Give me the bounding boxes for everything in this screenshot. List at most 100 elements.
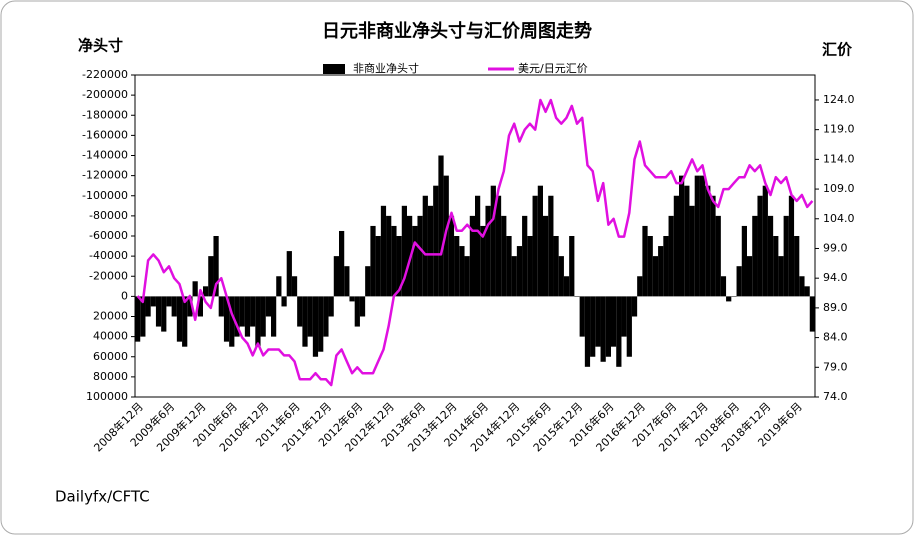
legend-label: 美元/日元汇价 (518, 62, 588, 75)
legend-label: 非商业净头寸 (353, 61, 419, 75)
bar (464, 256, 470, 297)
bar (537, 185, 543, 297)
bar (485, 205, 491, 297)
legend-swatch (323, 64, 345, 74)
bar (380, 205, 387, 297)
bar (558, 256, 564, 297)
bar (250, 296, 256, 327)
bar (333, 256, 339, 297)
y-tick-label: -120000 (82, 169, 128, 182)
bar (318, 296, 324, 352)
bar (239, 296, 245, 327)
y-tick-label: -160000 (82, 128, 128, 141)
y-tick-label: -60000 (89, 229, 128, 242)
bar (422, 195, 428, 297)
bar (762, 185, 768, 297)
bar (218, 296, 224, 317)
bar (611, 296, 617, 347)
bar (631, 296, 638, 317)
y-tick-label: 20000 (93, 310, 128, 323)
bar (506, 236, 512, 297)
source: Dailyfx/CFTC (55, 488, 150, 506)
bar (767, 215, 774, 297)
bar (694, 175, 700, 297)
bar (286, 251, 292, 297)
bar (658, 246, 664, 297)
bar (584, 296, 591, 367)
bar (344, 266, 350, 297)
bar (501, 215, 507, 297)
bar (213, 236, 219, 297)
y2-tick-label: 119.0 (823, 123, 855, 136)
bar (192, 281, 198, 297)
y-axis-label: 净头寸 (78, 37, 123, 55)
y2-tick-label: 89.0 (823, 301, 848, 314)
bar (433, 185, 439, 297)
bar (475, 195, 481, 297)
y2-tick-label: 84.0 (823, 331, 848, 344)
bar (673, 195, 679, 297)
bar (516, 246, 523, 297)
y-tick-label: -140000 (82, 149, 128, 162)
bar (663, 236, 669, 297)
bar (809, 296, 815, 332)
bar (668, 215, 674, 297)
bar (208, 256, 214, 297)
bar (155, 296, 162, 327)
bar (710, 195, 716, 297)
bar (454, 236, 460, 297)
bar (401, 205, 407, 297)
bar (626, 296, 632, 357)
bar (291, 276, 298, 297)
bar (223, 296, 230, 342)
y-tick-label: -180000 (82, 108, 128, 121)
bar (265, 296, 271, 317)
bar (480, 225, 486, 297)
bar (438, 155, 444, 297)
bar (234, 296, 240, 337)
y2-tick-label: 104.0 (823, 212, 855, 225)
bar (150, 296, 156, 307)
bar (391, 225, 397, 297)
bar (595, 296, 601, 347)
bar (569, 236, 575, 297)
bar (281, 296, 287, 307)
y-tick-label: -80000 (89, 209, 128, 222)
bar (621, 296, 627, 337)
bar (543, 215, 549, 297)
bar (375, 236, 381, 297)
bar (548, 195, 554, 297)
y-tick-label: -20000 (89, 269, 128, 282)
bar (741, 225, 747, 297)
bar (689, 205, 695, 297)
bar (412, 225, 418, 297)
bar (522, 215, 528, 297)
bar (244, 296, 251, 337)
plot-frame (134, 74, 816, 398)
bar (386, 215, 392, 297)
bar (417, 215, 423, 297)
bar (605, 296, 611, 357)
bar (616, 296, 622, 367)
y2-tick-label: 79.0 (823, 360, 848, 373)
bar (396, 236, 402, 297)
bar (140, 296, 146, 337)
bar (427, 205, 434, 297)
chart-title: 日元非商业净头寸与汇价周图走势 (322, 20, 592, 42)
bar (307, 296, 313, 337)
bar (297, 296, 303, 327)
bar (684, 185, 690, 297)
bar (726, 296, 732, 302)
bar (359, 296, 366, 317)
bar (302, 296, 308, 347)
bar (699, 175, 706, 297)
y2-axis-label: 汇价 (822, 41, 853, 59)
bar (747, 256, 753, 297)
bar (652, 256, 659, 297)
bar (553, 236, 559, 297)
bar (229, 296, 235, 347)
y-tick-label: -100000 (82, 189, 128, 202)
bar (532, 195, 538, 297)
y2-tick-label: 99.0 (823, 241, 848, 254)
